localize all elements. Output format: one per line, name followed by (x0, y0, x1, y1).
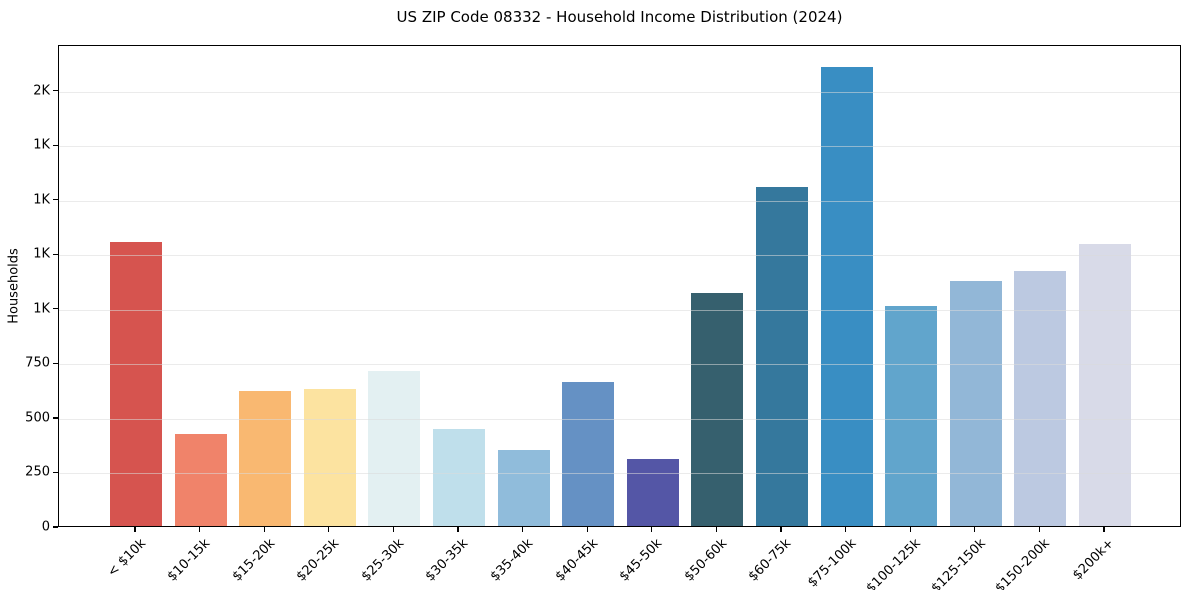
x-tick-mark (1038, 527, 1040, 532)
y-tick-mark (53, 144, 58, 146)
gridline (59, 418, 1180, 420)
bar (1079, 243, 1131, 526)
x-tick-mark (974, 527, 976, 532)
x-tick-mark (909, 527, 911, 532)
y-tick-mark (53, 362, 58, 364)
x-tick-mark (586, 527, 588, 532)
x-tick-mark (780, 527, 782, 532)
bar (691, 292, 744, 526)
bar (433, 428, 485, 526)
y-tick-mark (53, 526, 58, 528)
x-tick-mark (263, 527, 265, 532)
bar (949, 280, 1002, 526)
bar (110, 242, 162, 526)
y-tick-mark (53, 471, 58, 474)
x-tick-mark (134, 527, 136, 532)
y-tick-label: 2K (33, 83, 50, 99)
gridline (59, 255, 1180, 257)
y-tick-label: 1K (33, 301, 50, 317)
y-tick-mark (53, 199, 58, 201)
bar (820, 66, 873, 526)
gridline (59, 91, 1180, 93)
y-tick-mark (53, 417, 58, 419)
bar (626, 459, 679, 526)
bar (239, 390, 292, 526)
x-tick-mark (199, 527, 201, 532)
y-tick-label: 750 (25, 355, 50, 371)
y-tick-label: 0 (41, 519, 50, 535)
gridline (59, 473, 1180, 475)
x-tick-mark (457, 527, 459, 532)
x-tick-mark (651, 527, 653, 532)
bar (368, 371, 421, 526)
bar (497, 449, 550, 526)
gridline (59, 200, 1180, 202)
y-tick-label: 1K (33, 137, 50, 153)
plot-area (58, 45, 1181, 527)
x-tick-mark (1103, 527, 1105, 532)
gridline (59, 146, 1180, 148)
y-tick-mark (53, 308, 58, 310)
y-tick-label: 1K (33, 246, 50, 262)
y-tick-mark (53, 253, 58, 255)
bar (174, 434, 227, 526)
y-tick-mark (53, 90, 58, 92)
x-tick-mark (715, 527, 717, 532)
bar (303, 388, 356, 526)
y-tick-label: 500 (25, 410, 50, 426)
gridline (59, 309, 1180, 311)
bar (1014, 270, 1067, 526)
x-tick-mark (845, 527, 847, 532)
bar (756, 186, 808, 526)
y-tick-label: 250 (25, 464, 50, 480)
gridline (59, 364, 1180, 366)
x-tick-mark (522, 527, 524, 532)
bar (885, 305, 938, 526)
bar (562, 382, 615, 526)
chart-title: US ZIP Code 08332 - Household Income Dis… (396, 8, 843, 26)
x-tick-mark (328, 527, 330, 532)
y-tick-label: 1K (33, 192, 50, 208)
x-tick-mark (392, 527, 394, 532)
